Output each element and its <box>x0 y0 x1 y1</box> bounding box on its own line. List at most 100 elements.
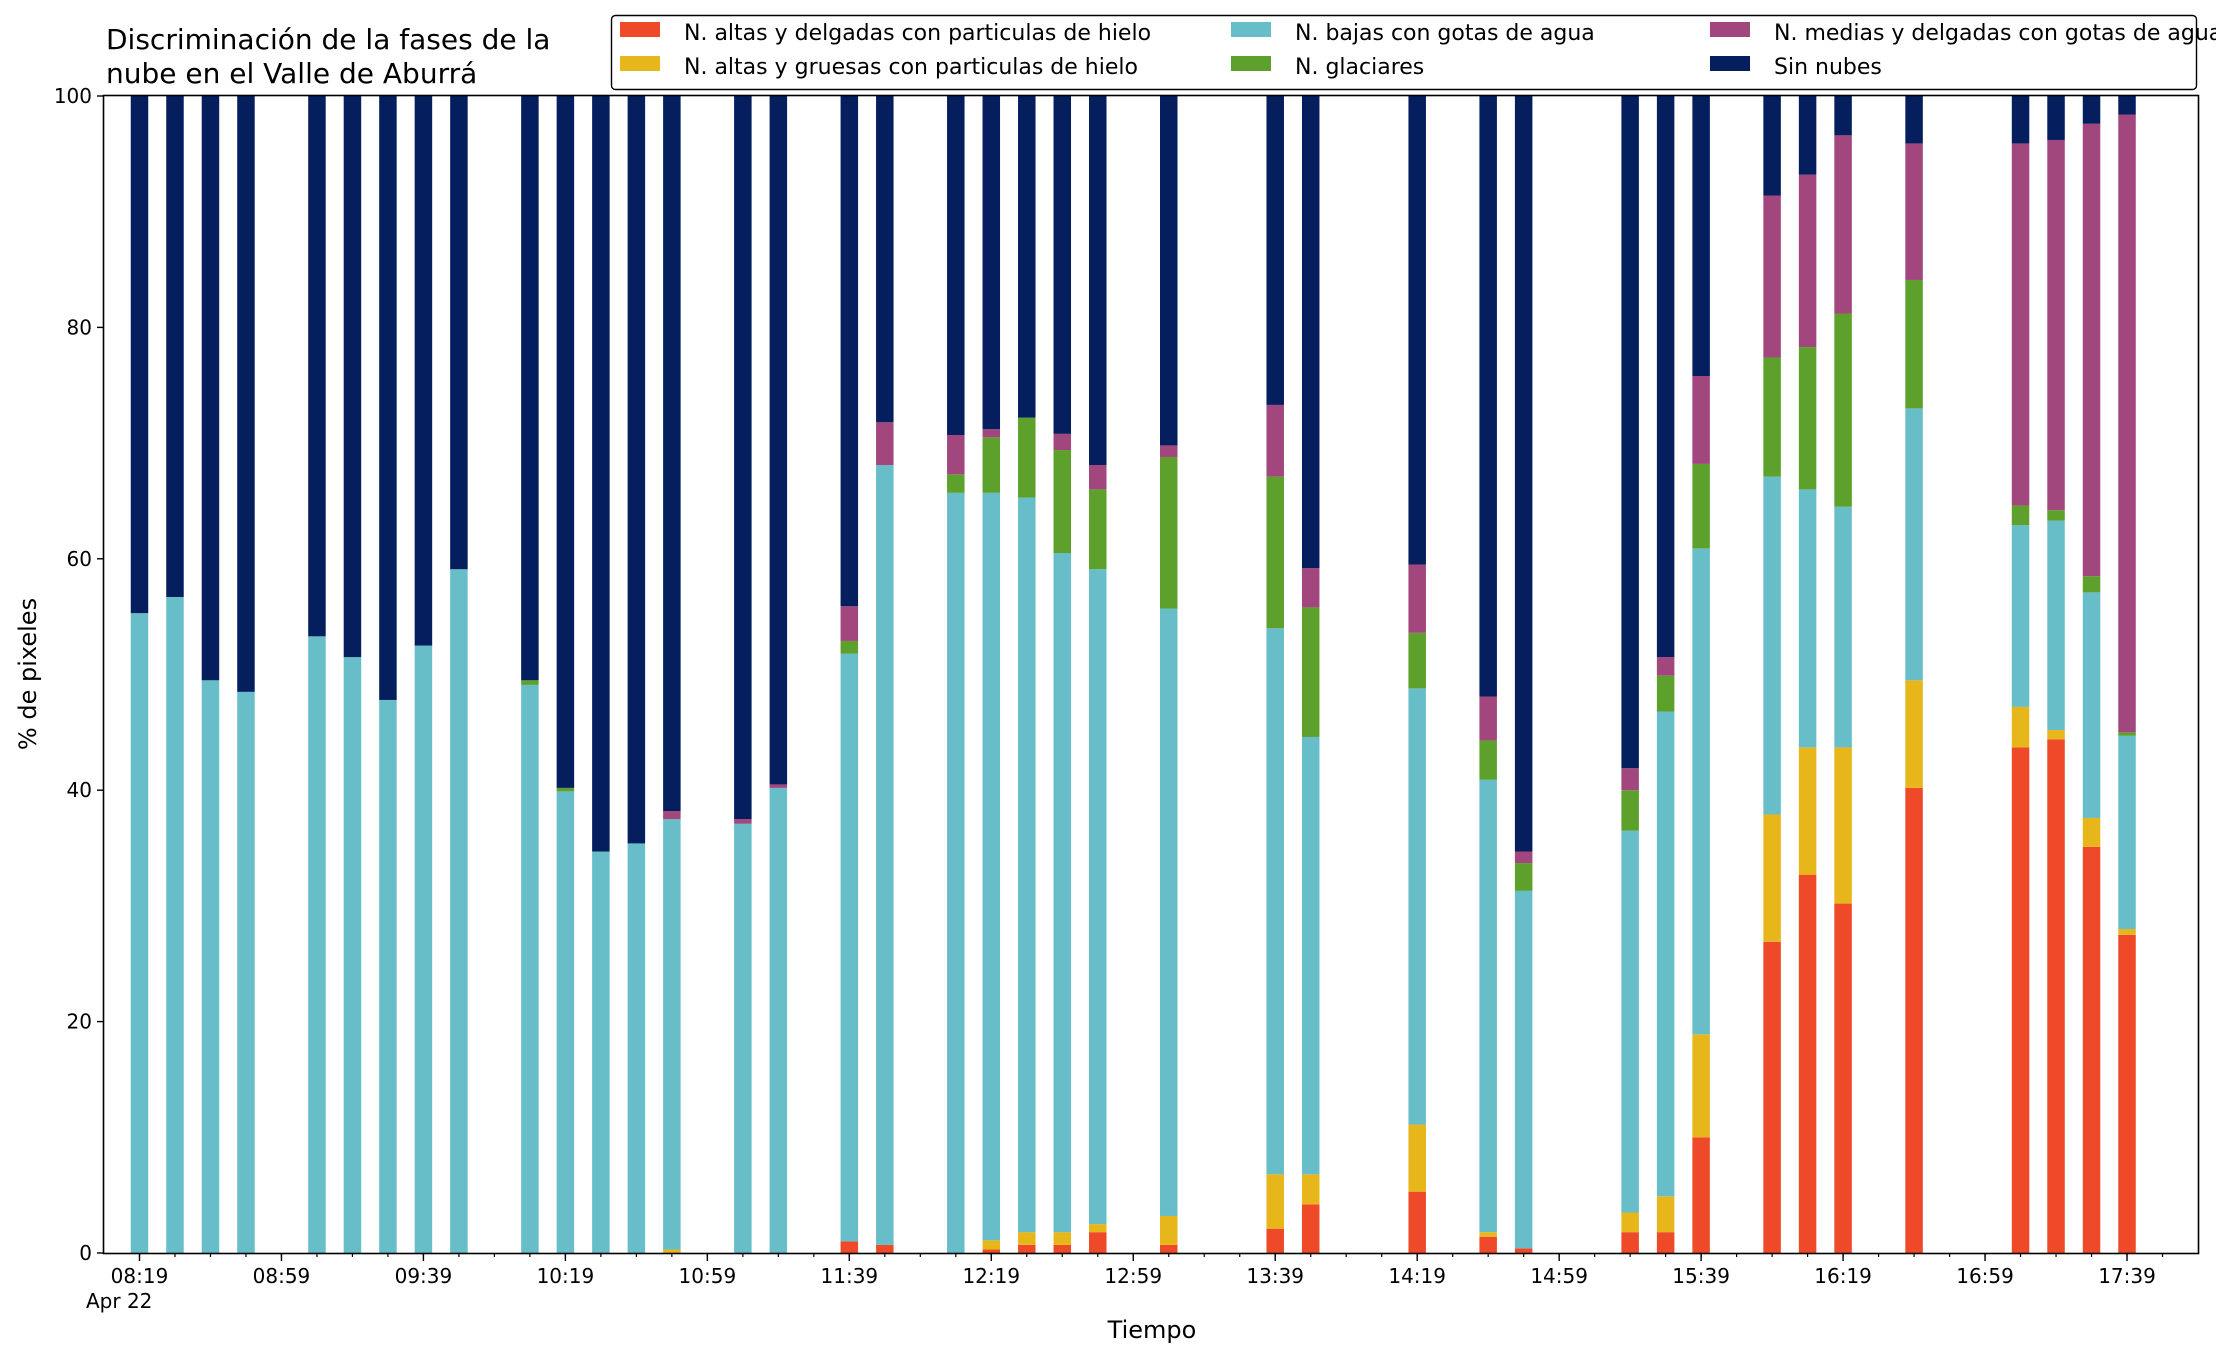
bar-segment-0939-s5 <box>414 96 433 646</box>
bar-segment-1119-s5 <box>769 96 788 785</box>
legend-label-4: N. medias y delgadas con gotas de agua <box>1774 21 2216 46</box>
y-tick-label: 40 <box>67 778 92 802</box>
bar-segment-1619-s0 <box>1834 903 1852 1253</box>
bar-segment-1709-s5 <box>2011 96 2030 144</box>
bar-segment-1539-s3 <box>1692 463 1710 549</box>
bar-segment-1109-s4 <box>734 819 752 824</box>
bar-segment-1229-s0 <box>1018 1244 1036 1253</box>
bar-segment-1519-s3 <box>1621 790 1639 831</box>
bar-segment-1559-s5 <box>1763 96 1781 196</box>
bar-segment-1049-s2 <box>663 819 681 1250</box>
bar-segment-1229-s3 <box>1018 417 1036 498</box>
bar-segment-1729-s2 <box>2082 592 2101 818</box>
bar-segment-1349-s0 <box>1301 1204 1320 1253</box>
bar-segment-1339-s1 <box>1266 1174 1284 1229</box>
plot-frame <box>102 94 2200 1255</box>
legend-swatch-2 <box>1231 22 1271 37</box>
bar-segment-1729-s5 <box>2082 96 2101 124</box>
bar-segment-1149-s2 <box>876 465 894 1245</box>
bar-segment-1439-s1 <box>1479 1232 1497 1237</box>
bar-segment-1249-s5 <box>1089 96 1107 466</box>
bar-segment-1709-s2 <box>2011 525 2030 707</box>
bar-segment-1039-s2 <box>627 843 646 1253</box>
bar-segment-1249-s3 <box>1089 489 1107 570</box>
x-tick-label: 08:59 <box>253 1264 311 1288</box>
bar-segment-1349-s1 <box>1301 1174 1320 1205</box>
bar-segment-1419-s1 <box>1408 1124 1426 1192</box>
bar-segment-1249-s1 <box>1089 1224 1107 1233</box>
bar-segment-1049-s4 <box>663 811 681 820</box>
bar-segment-1719-s1 <box>2047 730 2065 740</box>
bar-segment-1539-s0 <box>1692 1137 1710 1253</box>
bar-segment-1219-s4 <box>982 429 1001 438</box>
bar-segment-1419-s0 <box>1408 1191 1426 1253</box>
y-tick-label: 100 <box>54 84 92 108</box>
bar-segment-1739-s5 <box>2118 96 2136 115</box>
bar-segment-1619-s2 <box>1834 506 1852 748</box>
bar-segment-0849-s5 <box>237 96 255 692</box>
bar-segment-1309-s4 <box>1160 445 1178 457</box>
y-tick-label: 0 <box>79 1241 92 1265</box>
bar-segment-1619-s4 <box>1834 135 1852 314</box>
bar-segment-1209-s5 <box>947 96 965 435</box>
x-tick-label: 16:19 <box>1814 1264 1872 1288</box>
bar-segment-1139-s3 <box>840 640 859 654</box>
bar-segment-1219-s1 <box>982 1240 1001 1250</box>
y-tick-label: 20 <box>67 1010 92 1034</box>
bar-segment-1339-s0 <box>1266 1228 1284 1253</box>
bar-segment-1239-s5 <box>1053 96 1072 434</box>
bar-segment-0839-s2 <box>201 680 220 1253</box>
bar-segment-1419-s3 <box>1408 632 1426 689</box>
x-tick-label: 16:59 <box>1956 1264 2014 1288</box>
bar-segment-1729-s1 <box>2082 817 2101 847</box>
bar-segment-1709-s0 <box>2011 747 2030 1253</box>
bars-layer <box>130 96 2136 1254</box>
y-tick-label: 80 <box>67 315 92 339</box>
bar-segment-1619-s3 <box>1834 313 1852 507</box>
x-tick-label: 13:39 <box>1246 1264 1304 1288</box>
x-tick-label: 14:59 <box>1530 1264 1588 1288</box>
bar-segment-1449-s4 <box>1514 851 1533 864</box>
bar-segment-1539-s4 <box>1692 375 1710 464</box>
legend-swatch-0 <box>620 22 660 37</box>
bar-segment-1109-s2 <box>734 823 752 1253</box>
bar-segment-1249-s4 <box>1089 465 1107 490</box>
x-tick-label: 11:39 <box>821 1264 879 1288</box>
bar-segment-1449-s0 <box>1514 1248 1533 1253</box>
x-date-label: Apr 22 <box>86 1289 152 1313</box>
bar-segment-1609-s2 <box>1798 489 1817 748</box>
bar-segment-1309-s0 <box>1160 1244 1178 1253</box>
legend-swatch-5 <box>1710 56 1750 71</box>
bar-segment-0929-s5 <box>379 96 397 700</box>
x-axis: 08:19 08:59 09:39 10:19 10:59 11:39 12:19 12:59… <box>111 1253 2164 1288</box>
bar-segment-1029-s5 <box>592 96 610 852</box>
bar-segment-1019-s2 <box>556 791 575 1253</box>
x-tick-label: 12:19 <box>962 1264 1020 1288</box>
bar-segment-0929-s2 <box>379 699 397 1253</box>
bar-segment-1519-s4 <box>1621 768 1639 791</box>
legend-label-0: N. altas y delgadas con particulas de hi… <box>684 21 1151 46</box>
bar-segment-1039-s5 <box>627 96 646 844</box>
bar-segment-1529-s1 <box>1656 1196 1675 1233</box>
bar-segment-1419-s4 <box>1408 564 1426 633</box>
legend-swatch-3 <box>1231 56 1271 71</box>
bar-segment-1639-s1 <box>1905 680 1923 788</box>
bar-segment-1529-s5 <box>1656 96 1675 658</box>
bar-segment-1209-s3 <box>947 474 965 493</box>
bar-segment-1719-s2 <box>2047 520 2065 731</box>
bar-segment-1239-s4 <box>1053 433 1072 451</box>
bar-segment-1309-s2 <box>1160 608 1178 1216</box>
bar-segment-0819-s5 <box>130 96 149 614</box>
legend: N. altas y delgadas con particulas de hi… <box>610 14 2216 91</box>
x-tick-label: 10:19 <box>537 1264 595 1288</box>
bar-segment-1109-s5 <box>734 96 752 820</box>
bar-segment-1239-s3 <box>1053 450 1072 554</box>
bar-segment-1049-s5 <box>663 96 681 812</box>
bar-segment-1219-s2 <box>982 492 1001 1241</box>
bar-segment-1559-s0 <box>1763 941 1781 1253</box>
legend-label-5: Sin nubes <box>1774 55 1882 80</box>
bar-segment-1619-s1 <box>1834 747 1852 904</box>
bar-segment-1439-s5 <box>1479 96 1497 697</box>
chart-title-line-1: Discriminación de la fases de la <box>106 23 550 56</box>
